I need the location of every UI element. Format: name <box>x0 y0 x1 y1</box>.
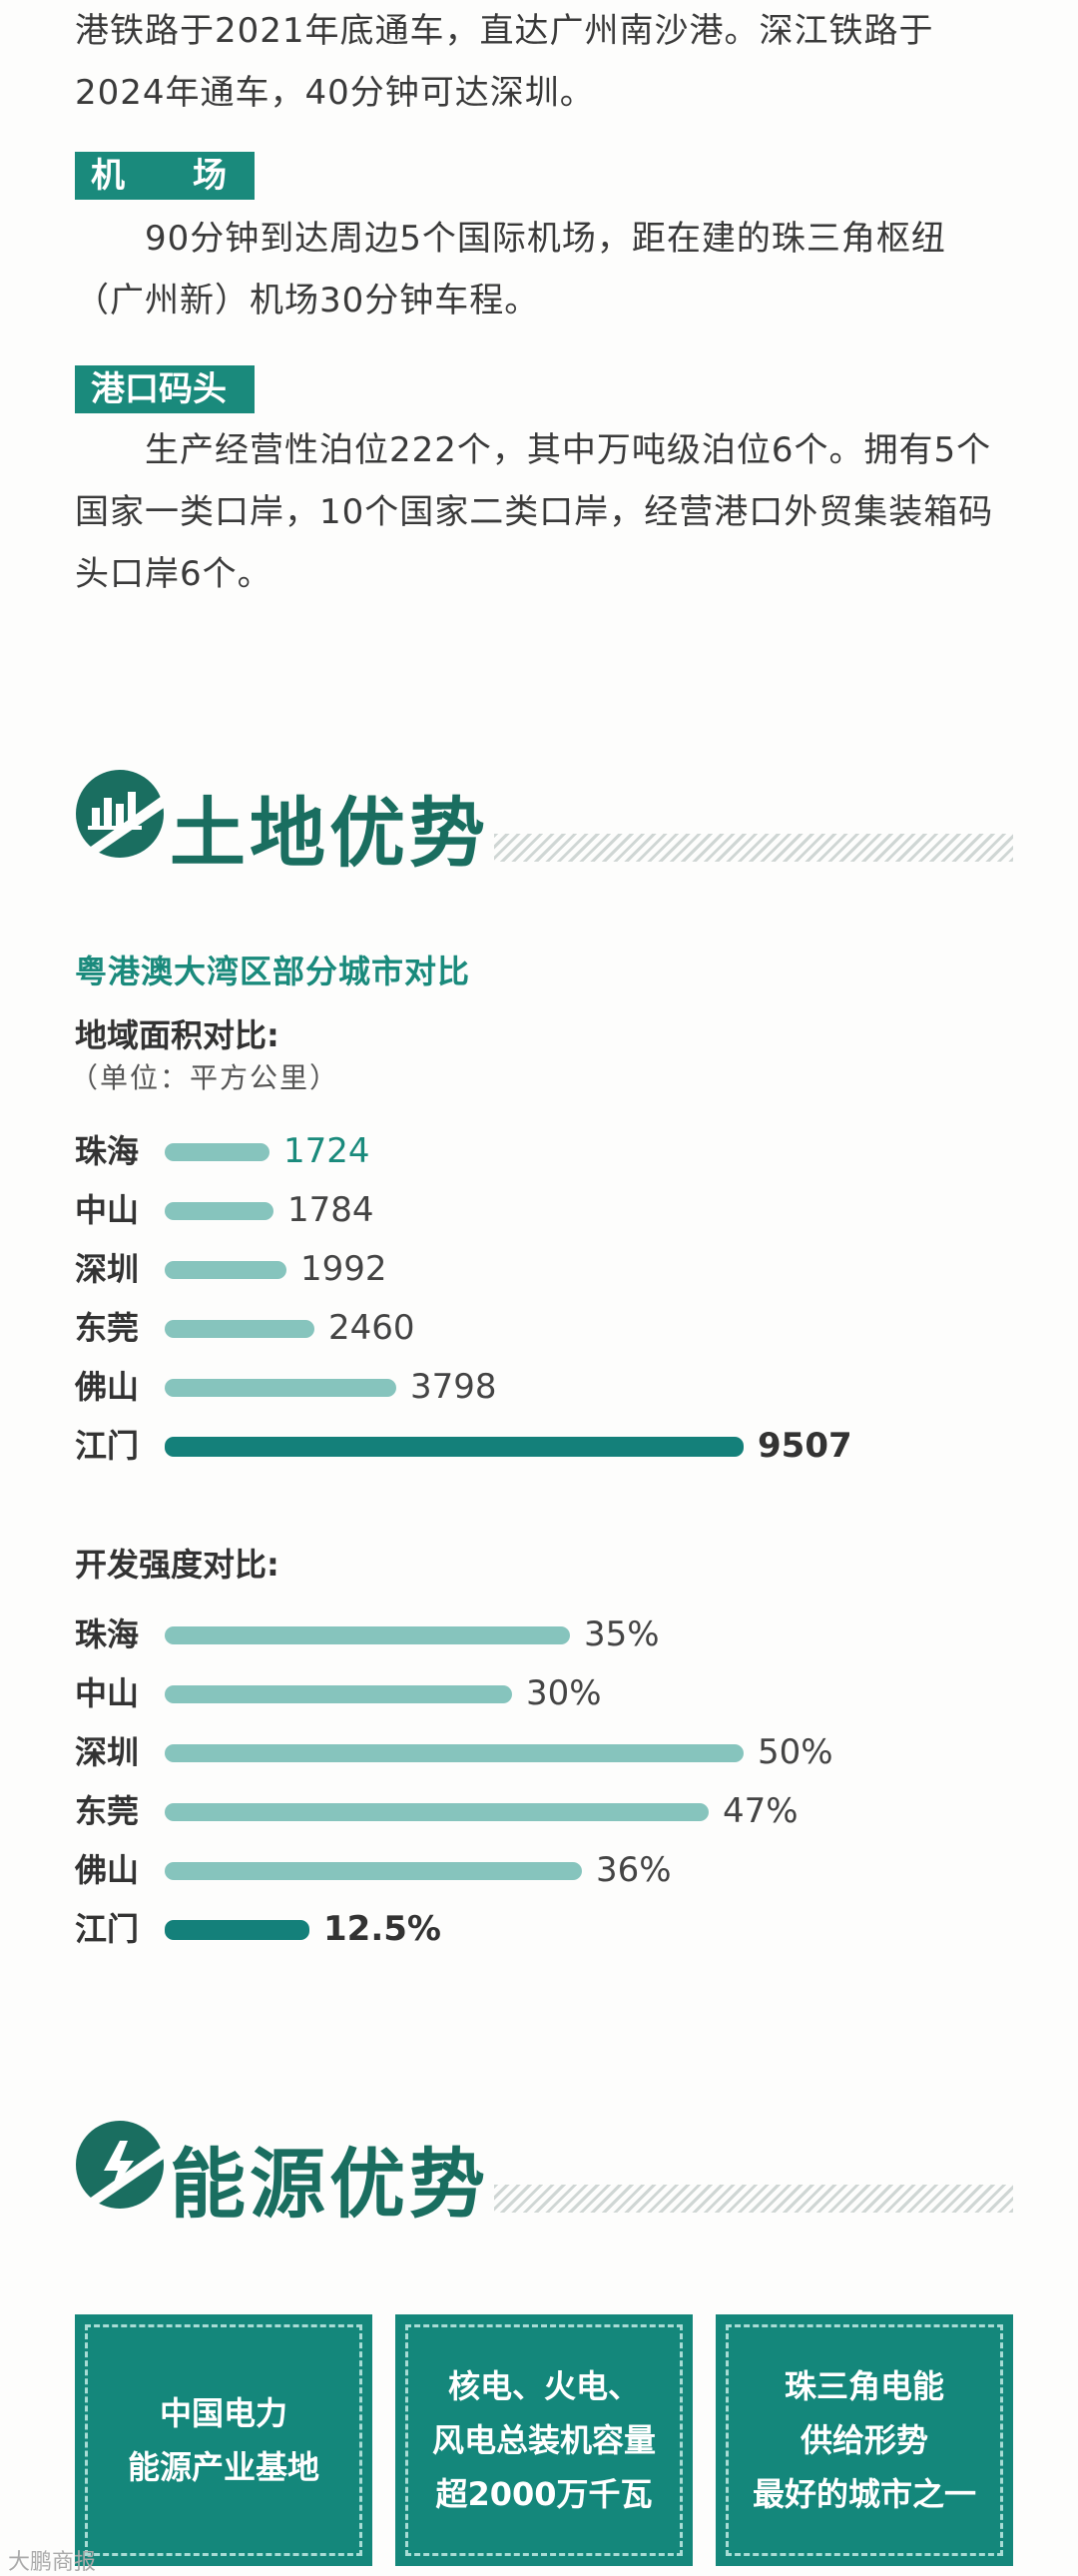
bar-value-label: 47% <box>723 1791 799 1831</box>
box-line: 最好的城市之一 <box>752 2475 976 2513</box>
bar <box>165 1320 314 1338</box>
bar-category-label: 佛山 <box>75 1851 140 1889</box>
airport-tag: 机 场 <box>75 152 255 200</box>
bar-category-label: 深圳 <box>75 1250 140 1288</box>
hatch-decoration <box>494 834 1013 862</box>
bar-row: 佛山 3798 <box>75 1362 1023 1412</box>
bar <box>165 1685 512 1703</box>
bar <box>165 1379 396 1397</box>
comparison-subtitle: 粤港澳大湾区部分城市对比 <box>75 953 471 990</box>
bar <box>165 1143 270 1161</box>
bar <box>165 1803 709 1821</box>
box-line: 能源产业基地 <box>127 2448 319 2486</box>
energy-section-header: 能源优势 <box>70 2115 1018 2245</box>
bar-category-label: 珠海 <box>75 1132 140 1170</box>
bar-category-label: 江门 <box>75 1427 140 1465</box>
hatch-decoration <box>494 2185 1013 2213</box>
bar <box>165 1437 744 1457</box>
bar-value-label: 9507 <box>758 1426 852 1466</box>
bar-value-label: 1784 <box>287 1190 374 1230</box>
bar-row: 江门 12.5% <box>75 1904 1023 1954</box>
bar-row: 东莞 47% <box>75 1786 1023 1836</box>
energy-section-title: 能源优势 <box>170 2140 489 2229</box>
bar-row: 中山 30% <box>75 1668 1023 1718</box>
port-tag: 港口码头 <box>75 365 255 413</box>
port-line: 生产经营性泊位222个，其中万吨级泊位6个。拥有5个 <box>145 430 992 470</box>
bar-row: 江门 9507 <box>75 1421 1023 1471</box>
airport-line: 90分钟到达周边5个国际机场，距在建的珠三角枢纽 <box>145 219 946 259</box>
bar-category-label: 中山 <box>75 1191 140 1229</box>
box-line: 超2000万千瓦 <box>435 2475 653 2513</box>
box-line: 珠三角电能 <box>784 2367 944 2405</box>
bar-row: 东莞 2460 <box>75 1303 1023 1353</box>
bar-category-label: 东莞 <box>75 1792 140 1830</box>
land-section-title: 土地优势 <box>170 789 489 878</box>
energy-box-capacity: 核电、火电、 风电总装机容量 超2000万千瓦 <box>395 2314 693 2566</box>
port-line: 头口岸6个。 <box>75 554 272 594</box>
bar <box>165 1862 582 1880</box>
box-line: 核电、火电、 <box>447 2367 640 2405</box>
energy-box-supply: 珠三角电能 供给形势 最好的城市之一 <box>716 2314 1013 2566</box>
bar-row: 珠海 35% <box>75 1610 1023 1659</box>
bar-row: 深圳 50% <box>75 1727 1023 1777</box>
bar <box>165 1261 286 1279</box>
bar <box>165 1920 309 1940</box>
port-paragraph: 生产经营性泊位222个，其中万吨级泊位6个。拥有5个 国家一类口岸，10个国家二… <box>75 419 1013 605</box>
bar-value-label: 3798 <box>410 1367 497 1407</box>
box-text: 核电、火电、 风电总装机容量 超2000万千瓦 <box>395 2359 693 2521</box>
energy-box-power-base: 中国电力 能源产业基地 <box>75 2314 372 2566</box>
bar-value-label: 50% <box>758 1732 833 1772</box>
box-line: 供给形势 <box>800 2421 928 2459</box>
bar <box>165 1202 273 1220</box>
bar-row: 中山 1784 <box>75 1185 1023 1235</box>
land-section-header: 土地优势 <box>70 764 1018 894</box>
bar-row: 佛山 36% <box>75 1845 1023 1895</box>
bar-category-label: 深圳 <box>75 1733 140 1771</box>
intro-line: 2024年通车，40分钟可达深圳。 <box>75 73 595 113</box>
airport-paragraph: 90分钟到达周边5个国际机场，距在建的珠三角枢纽 （广州新）机场30分钟车程。 <box>75 208 1013 331</box>
bar-row: 深圳 1992 <box>75 1244 1023 1294</box>
bar-value-label: 2460 <box>328 1308 415 1348</box>
box-line: 中国电力 <box>159 2394 287 2432</box>
port-line: 国家一类口岸，10个国家二类口岸，经营港口外贸集装箱码 <box>75 492 994 532</box>
intro-paragraph: 港铁路于2021年底通车，直达广州南沙港。深江铁路于 2024年通车，40分钟可… <box>75 0 1013 124</box>
bar-value-label: 12.5% <box>323 1909 441 1949</box>
bar-category-label: 江门 <box>75 1910 140 1948</box>
bar-value-label: 1992 <box>300 1249 387 1289</box>
bar-category-label: 佛山 <box>75 1368 140 1406</box>
watermark: 大鹏商报 <box>8 2550 97 2575</box>
bar-category-label: 珠海 <box>75 1615 140 1653</box>
bar <box>165 1626 570 1644</box>
box-text: 珠三角电能 供给形势 最好的城市之一 <box>716 2359 1013 2521</box>
area-label: 地域面积对比: <box>75 1016 279 1054</box>
intro-line: 港铁路于2021年底通车，直达广州南沙港。深江铁路于 <box>75 11 934 51</box>
bar-value-label: 36% <box>596 1850 672 1890</box>
bar-row: 珠海 1724 <box>75 1126 1023 1176</box>
bar-category-label: 东莞 <box>75 1309 140 1347</box>
bar <box>165 1744 744 1762</box>
bar-chart-icon <box>74 770 170 866</box>
bar-category-label: 中山 <box>75 1674 140 1712</box>
bar-value-label: 35% <box>584 1614 660 1654</box>
area-unit: （单位：平方公里） <box>70 1061 340 1094</box>
lightning-icon <box>74 2121 170 2217</box>
airport-line: （广州新）机场30分钟车程。 <box>75 281 540 321</box>
bar-value-label: 1724 <box>283 1131 370 1171</box>
intensity-label: 开发强度对比: <box>75 1546 279 1584</box>
box-line: 风电总装机容量 <box>431 2421 656 2459</box>
bar-value-label: 30% <box>526 1673 602 1713</box>
box-text: 中国电力 能源产业基地 <box>75 2386 372 2494</box>
